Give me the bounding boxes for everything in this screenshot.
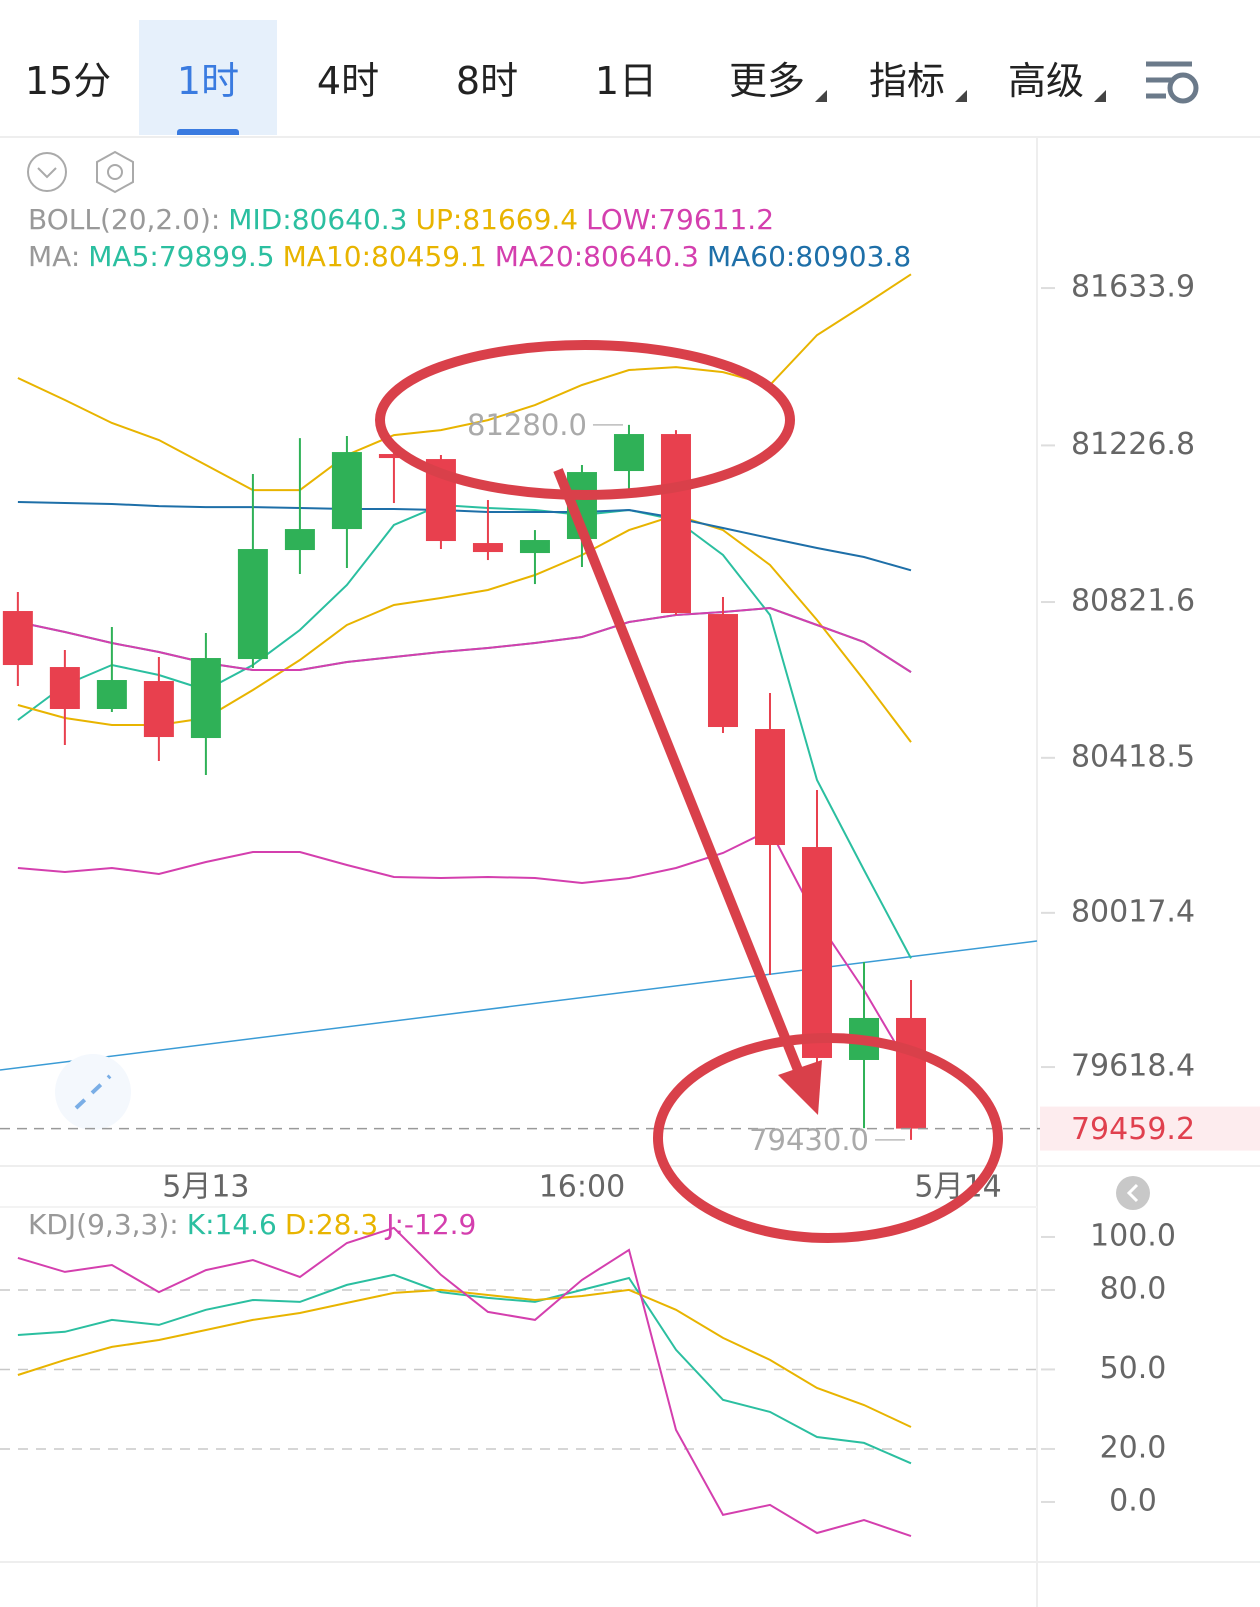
candle-body	[472, 543, 503, 553]
scroll-end-chevron	[1126, 1183, 1139, 1203]
y-tick-label: 80.0	[1100, 1271, 1167, 1306]
plot-layer: 81633.9 81226.8 80821.6 80418.5 80017.4 79618…	[0, 270, 1260, 1538]
candle-body	[378, 454, 409, 459]
y-tick-label: 80821.6	[1071, 584, 1195, 619]
legend-entry: MA10:80459.1	[282, 240, 487, 273]
candle-body	[96, 680, 127, 710]
extreme-label: 79430.0	[749, 1123, 869, 1157]
y-tick-label: 50.0	[1100, 1351, 1167, 1386]
indicator-line	[17, 1288, 912, 1428]
candle-body	[707, 614, 738, 728]
candle-body	[754, 729, 785, 846]
candle-body	[331, 452, 362, 530]
candle-body	[660, 434, 691, 614]
candle-body	[49, 667, 80, 710]
legend-entry: J:-12.9	[386, 1208, 477, 1241]
extreme-label: 81280.0	[467, 408, 587, 442]
tab[interactable]: 4时	[316, 59, 380, 103]
y-tick-label: 20.0	[1100, 1430, 1167, 1465]
dropdown-indicator	[955, 90, 967, 102]
tab[interactable]: 指标	[868, 59, 945, 103]
tab[interactable]: 8时	[455, 59, 519, 103]
last-price-label: 79459.2	[1071, 1112, 1195, 1147]
x-tick-label: 16:00	[539, 1170, 625, 1205]
tab[interactable]: 更多	[728, 59, 805, 103]
legend-row: BOLL(20,2.0): MID:80640.3 UP:81669.4 LOW:79…	[28, 203, 782, 236]
candle-body	[237, 549, 268, 660]
tab[interactable]: 1时	[139, 20, 277, 135]
last-price-bg	[1040, 1106, 1260, 1151]
indicator-line	[17, 501, 912, 572]
hand-annotations	[375, 340, 1003, 1243]
legend-entry: LOW:79611.2	[586, 203, 775, 236]
indicator-line	[17, 606, 912, 673]
legend-row: MA: MA5:79899.5 MA10:80459.1 MA20:80640.3 MA…	[28, 240, 919, 273]
indicator-line	[17, 273, 912, 492]
dropdown-indicator	[815, 90, 827, 102]
settings-icon-dot	[107, 164, 123, 180]
highlight-circle	[375, 340, 795, 500]
y-tick-label: 79618.4	[1071, 1049, 1195, 1084]
y-tick-label: 100.0	[1090, 1218, 1176, 1253]
legend-entry: MID:80640.3	[228, 203, 408, 236]
expand-icon[interactable]	[55, 1054, 131, 1130]
toolbar-icons	[27, 150, 134, 194]
candle-body	[519, 540, 550, 554]
collapse-chevron	[37, 167, 57, 179]
legend-entry: MA60:80903.8	[706, 240, 912, 273]
x-tick-label: 5月13	[162, 1170, 249, 1205]
icon-gear	[1167, 72, 1199, 104]
legend-entry: MA20:80640.3	[494, 240, 699, 273]
scroll-end-icon[interactable]	[1116, 1176, 1150, 1210]
candle-body	[143, 681, 174, 738]
y-tick-label: 80017.4	[1071, 894, 1195, 929]
dropdown-indicator	[1094, 90, 1106, 102]
candle-body	[2, 611, 33, 666]
legend-title: KDJ(9,3,3):	[28, 1208, 179, 1241]
highlight-circle	[653, 1033, 1003, 1243]
candle-body	[613, 434, 644, 472]
scroll-end-bg	[1116, 1176, 1150, 1210]
candle-body	[284, 529, 315, 551]
trend-arrow	[553, 468, 805, 1077]
legend-title: BOLL(20,2.0):	[28, 203, 221, 236]
candle-body	[190, 658, 221, 739]
indicator-line	[17, 828, 912, 1071]
tab[interactable]: 15分	[24, 59, 112, 103]
indicator-line	[17, 1273, 912, 1465]
settings-menu-icon[interactable]	[1146, 61, 1199, 104]
legend-title: MA:	[28, 240, 81, 273]
tab[interactable]: 1日	[594, 59, 658, 103]
y-tick-label: 0.0	[1109, 1483, 1157, 1518]
y-tick-label: 81226.8	[1071, 427, 1195, 462]
legend-entry: D:28.3	[284, 1208, 379, 1241]
y-tick-label: 81633.9	[1071, 270, 1195, 305]
indicator-line	[17, 1226, 912, 1538]
trend-line	[0, 940, 1038, 1071]
tab[interactable]: 高级	[1007, 59, 1084, 103]
legend-entry: UP:81669.4	[415, 203, 579, 236]
legend-entry: MA5:79899.5	[88, 240, 275, 273]
candle-body	[802, 847, 833, 1058]
legend-row: KDJ(9,3,3): K:14.6 D:28.3 J:-12.9	[28, 1208, 484, 1241]
collapse-icon[interactable]	[27, 152, 67, 192]
legend-entry: K:14.6	[186, 1208, 277, 1241]
candle-body	[896, 1017, 927, 1129]
expand-arrow	[74, 1074, 112, 1110]
settings-icon[interactable]	[96, 150, 134, 194]
y-tick-label: 80418.5	[1071, 739, 1195, 774]
trend-arrowhead	[778, 1060, 822, 1115]
indicator-line	[17, 503, 912, 959]
